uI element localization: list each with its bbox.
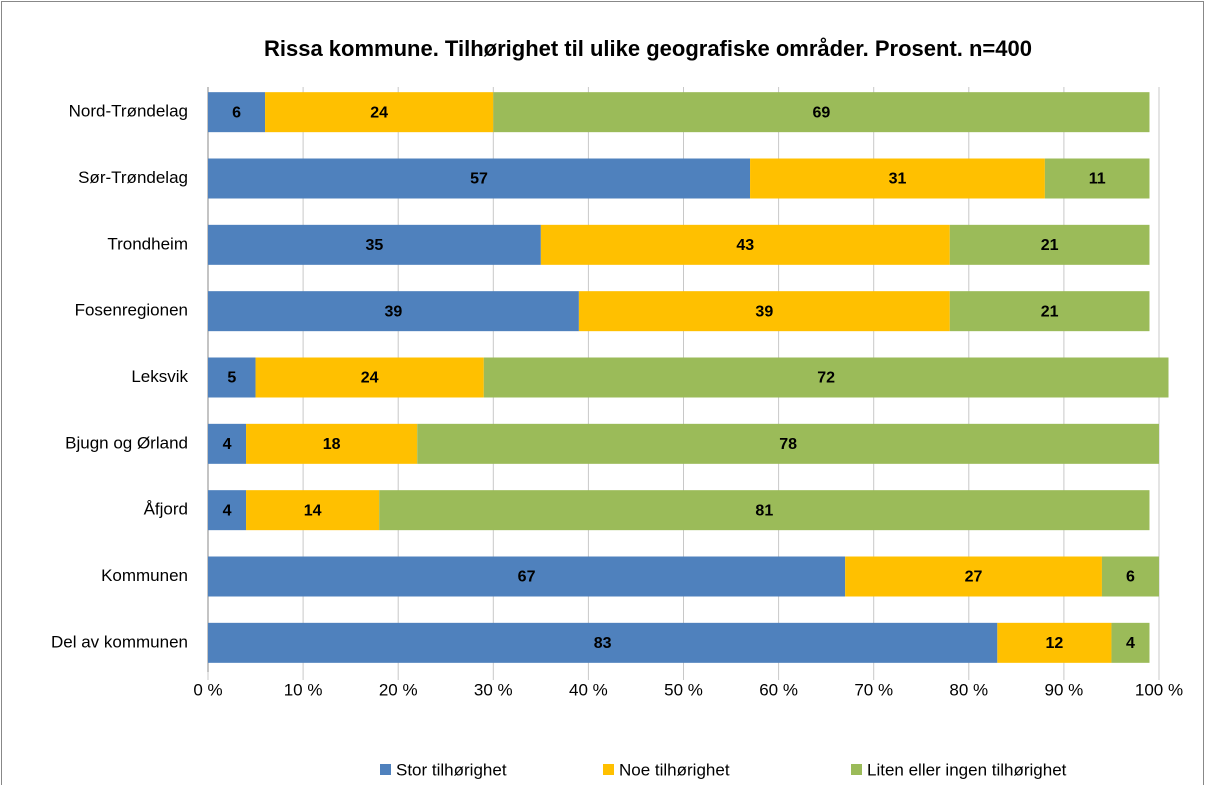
x-tick-label: 0 % (193, 680, 222, 699)
bar-segment (949, 291, 1150, 332)
bar-segment (845, 556, 1102, 597)
x-tick-label: 100 % (1135, 680, 1183, 699)
data-label: 27 (965, 569, 983, 586)
bar-segment (246, 490, 380, 531)
legend-swatch (851, 764, 862, 775)
bar-segment (208, 92, 266, 133)
bar-segment (997, 622, 1112, 663)
bar-segment (483, 357, 1169, 398)
data-label: 11 (1089, 171, 1106, 188)
bar-segment (208, 158, 751, 199)
bar-segment (1044, 158, 1150, 199)
bar-segment (208, 291, 579, 332)
legend-swatch (380, 764, 391, 775)
data-label: 43 (736, 237, 754, 254)
data-label: 4 (223, 436, 232, 453)
bar-segment (246, 423, 418, 464)
bar-segment (540, 224, 950, 265)
y-tick-label: Kommunen (101, 566, 188, 585)
data-label: 67 (518, 569, 536, 586)
bar-segment (417, 423, 1160, 464)
data-label: 69 (812, 104, 830, 121)
x-tick-label: 90 % (1045, 680, 1084, 699)
data-label: 6 (1126, 569, 1135, 586)
chart-title: Rissa kommune. Tilhørighet til ulike geo… (264, 36, 1032, 61)
y-tick-label: Åfjord (144, 500, 188, 519)
data-label: 35 (366, 237, 384, 254)
y-tick-label: Sør-Trøndelag (78, 168, 188, 187)
legend-label: Liten eller ingen tilhørighet (867, 760, 1067, 779)
y-tick-label: Bjugn og Ørland (65, 433, 188, 452)
x-tick-label: 20 % (379, 680, 418, 699)
data-label: 4 (1126, 635, 1135, 652)
legend-label: Stor tilhørighet (396, 760, 507, 779)
data-label: 83 (594, 635, 612, 652)
bar-segment (208, 556, 846, 597)
data-label: 57 (470, 171, 488, 188)
legend-swatch (603, 764, 614, 775)
data-label: 4 (223, 502, 232, 519)
data-label: 21 (1041, 303, 1059, 320)
x-tick-label: 70 % (854, 680, 893, 699)
data-label: 6 (232, 104, 241, 121)
data-label: 24 (361, 370, 379, 387)
x-tick-label: 50 % (664, 680, 703, 699)
bar-segment (379, 490, 1150, 531)
bar-segment (208, 423, 247, 464)
data-label: 78 (779, 436, 797, 453)
x-tick-label: 40 % (569, 680, 608, 699)
data-label: 72 (817, 370, 835, 387)
data-label: 12 (1045, 635, 1063, 652)
data-label: 24 (370, 104, 388, 121)
x-tick-label: 60 % (759, 680, 798, 699)
data-label: 39 (385, 303, 403, 320)
x-tick-label: 10 % (284, 680, 323, 699)
x-tick-label: 30 % (474, 680, 513, 699)
bar-segment (208, 490, 247, 531)
bar-segment (208, 224, 541, 265)
bar-segment (949, 224, 1150, 265)
bar-segment (208, 622, 998, 663)
bar-segment (578, 291, 950, 332)
bar-segment (208, 357, 256, 398)
data-label: 21 (1041, 237, 1059, 254)
data-label: 5 (227, 370, 236, 387)
data-label: 31 (889, 171, 907, 188)
bar-segment (255, 357, 484, 398)
y-tick-label: Trondheim (107, 234, 188, 253)
x-tick-label: 80 % (949, 680, 988, 699)
legend-label: Noe tilhørighet (619, 760, 730, 779)
bar-segment (493, 92, 1150, 133)
data-label: 39 (755, 303, 773, 320)
bar-segment (750, 158, 1045, 199)
bar-segment (265, 92, 494, 133)
bar-segment (1101, 556, 1159, 597)
bar-segment (1111, 622, 1150, 663)
y-tick-label: Del av kommunen (51, 632, 188, 651)
data-label: 14 (304, 502, 322, 519)
data-label: 81 (755, 502, 773, 519)
y-tick-label: Nord-Trøndelag (69, 102, 188, 121)
data-label: 18 (323, 436, 341, 453)
y-tick-label: Leksvik (131, 367, 188, 386)
y-tick-label: Fosenregionen (75, 301, 188, 320)
